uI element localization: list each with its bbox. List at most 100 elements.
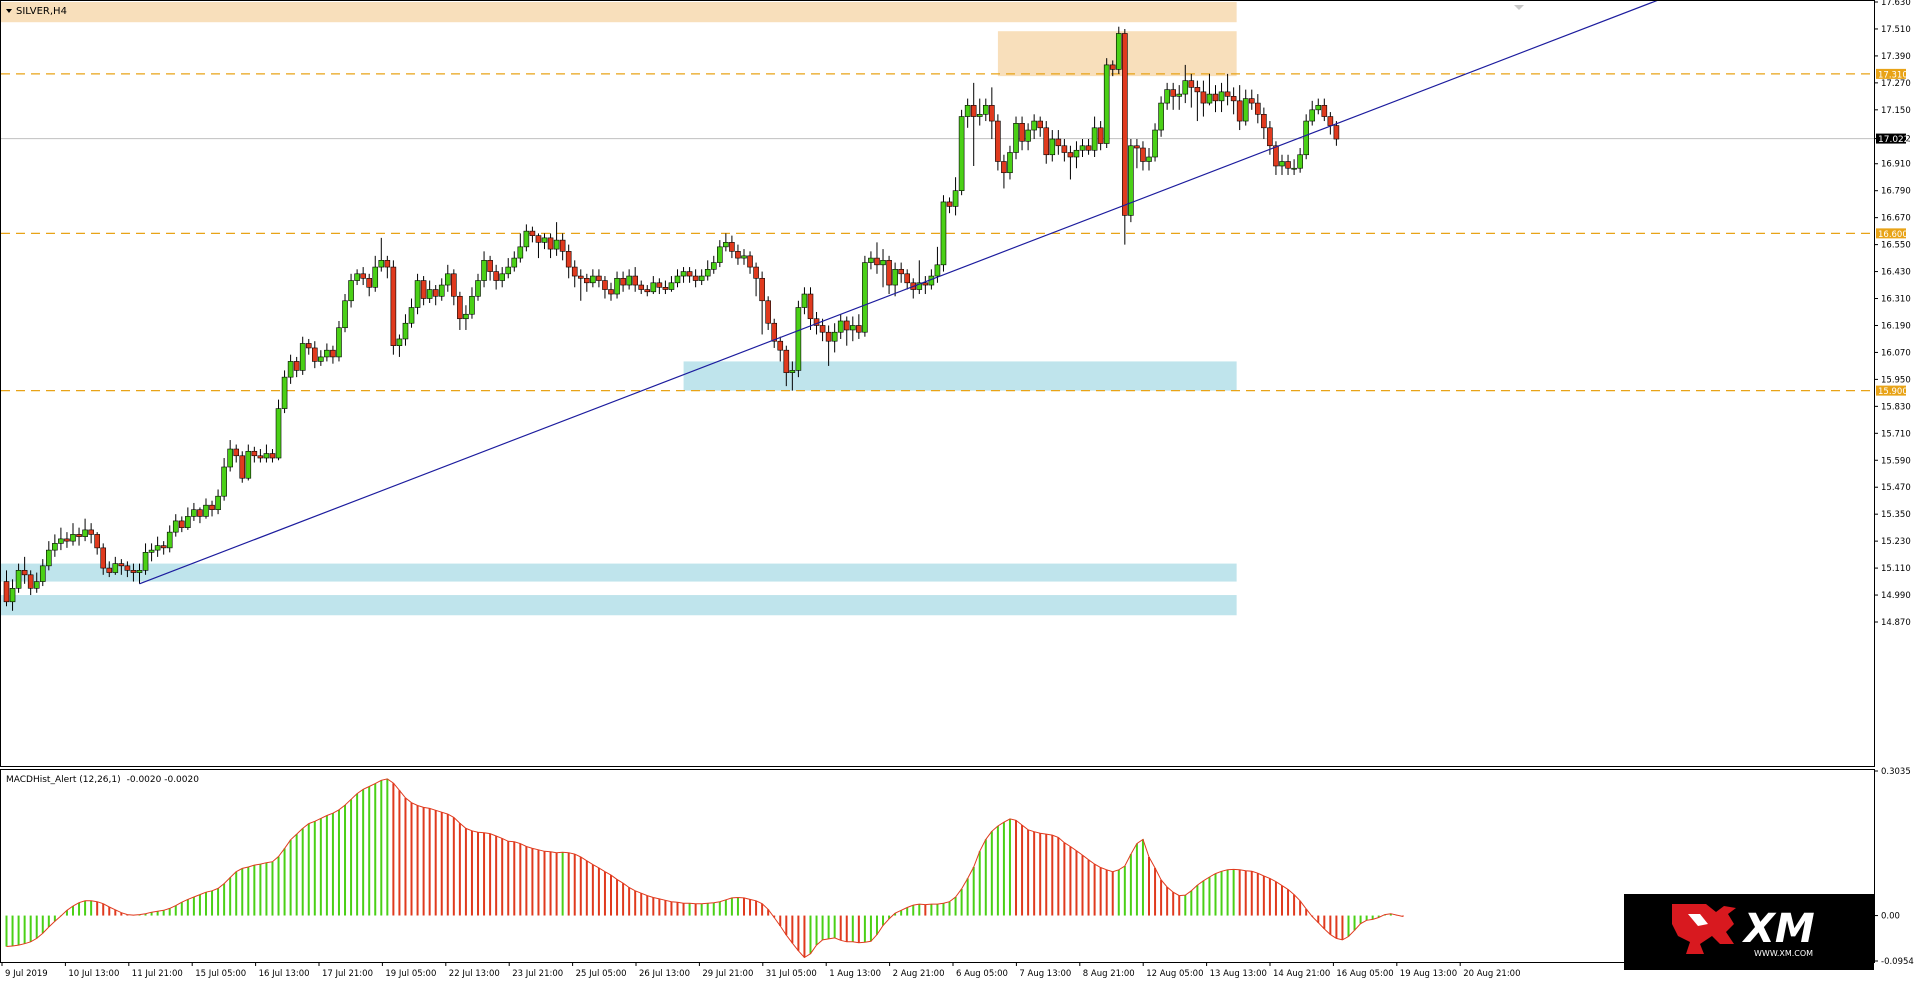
candle: [668, 276, 675, 292]
price-tick-label: 17.390: [1881, 52, 1911, 62]
candle-body-bear: [692, 275, 699, 281]
candle-body-bear: [1097, 127, 1104, 144]
candle-body-bear: [656, 282, 663, 288]
candle-body-bear: [293, 361, 300, 371]
zone-orange[interactable]: [1, 2, 1237, 23]
candle: [444, 264, 451, 292]
macd-histogram: [5, 778, 1404, 958]
candle: [995, 114, 1001, 171]
candle-body-bull: [475, 280, 481, 297]
price-tick-label: 15.590: [1881, 456, 1911, 466]
time-tick-label: 9 Jul 2019: [5, 969, 48, 979]
candle: [898, 262, 904, 283]
candle: [463, 305, 469, 330]
candle-body-bear: [209, 504, 215, 510]
candle-body-bear: [825, 331, 832, 342]
candle-body-bull: [58, 538, 64, 544]
candle-body-bear: [233, 448, 240, 457]
candle-body-bull: [463, 313, 469, 320]
candle: [1085, 139, 1092, 155]
candle-body-bear: [493, 271, 499, 281]
indicator-name: MACDHist_Alert (12,26,1): [6, 775, 121, 785]
indicator-tick-label: 0.3035: [1881, 767, 1911, 777]
candle-body-bull: [426, 289, 433, 299]
candle: [118, 559, 125, 575]
time-tick-label: 14 Aug 21:00: [1273, 969, 1330, 979]
level-labels: 17.310 16.600 15.900: [1876, 68, 1908, 397]
candle-body-bear: [571, 266, 578, 277]
candle: [58, 527, 64, 551]
candle: [807, 287, 814, 330]
candle-body-bull: [142, 552, 149, 571]
candle: [741, 249, 747, 265]
candle: [221, 458, 227, 501]
candle-body-bull: [680, 271, 687, 277]
candle-body-bear: [1236, 100, 1243, 122]
time-tick-label: 13 Aug 13:00: [1210, 969, 1267, 979]
candle-body-bear: [783, 349, 790, 373]
candle: [1019, 116, 1025, 151]
indicator-tick-label: 0.00: [1881, 912, 1900, 922]
candle: [76, 527, 82, 546]
candle-body-bear: [1321, 105, 1328, 117]
candle: [946, 197, 953, 214]
candle: [849, 316, 856, 342]
candle-body-bear: [311, 347, 318, 362]
candle: [1091, 116, 1098, 157]
candle-body-bear: [1055, 138, 1062, 147]
candle: [52, 534, 58, 557]
time-tick-label: 12 Aug 05:00: [1146, 969, 1203, 979]
chart-shift-marker-icon[interactable]: [1514, 5, 1524, 10]
candle-body-bull: [318, 356, 324, 362]
candle: [239, 451, 246, 483]
candle: [1194, 80, 1201, 122]
candle: [33, 572, 40, 593]
candle-body-bear: [94, 534, 100, 549]
candle-body-bear: [753, 266, 759, 279]
candle-body-bear: [1212, 93, 1219, 102]
candle: [251, 446, 258, 463]
candle-body-bull: [698, 275, 705, 281]
chart-menu-triangle-icon[interactable]: [6, 9, 12, 13]
candle: [154, 536, 161, 557]
candle: [843, 316, 850, 346]
candle-body-bull: [1128, 145, 1134, 216]
candle: [142, 543, 149, 575]
candle: [1109, 60, 1116, 77]
zone-blue[interactable]: [683, 361, 1237, 391]
candle-body-bull: [650, 282, 657, 293]
trendline[interactable]: [139, 0, 1874, 585]
candle: [1007, 145, 1013, 180]
candle: [1291, 159, 1297, 175]
candle: [1031, 114, 1037, 140]
candle: [656, 278, 663, 295]
candle: [723, 233, 729, 252]
candle: [970, 82, 977, 166]
time-tick-label: 25 Jul 05:00: [576, 969, 627, 979]
candle: [1303, 114, 1309, 160]
candle: [892, 262, 898, 297]
candle: [311, 341, 318, 369]
candle-body-bull: [1158, 102, 1164, 131]
candle: [426, 280, 433, 304]
price-panel[interactable]: [1, 0, 1874, 616]
time-tick-label: 10 Jul 13:00: [68, 969, 119, 979]
candle: [886, 255, 892, 295]
zone-blue[interactable]: [1, 595, 1237, 616]
candle: [1230, 87, 1237, 115]
candle: [390, 260, 397, 355]
candle-body-bear: [765, 300, 771, 324]
candle-body-bull: [39, 565, 46, 582]
indicator-panel[interactable]: [5, 778, 1404, 959]
candle-body-bull: [1152, 129, 1158, 158]
time-axis: 9 Jul 2019 10 Jul 13:00 11 Jul 21:00 15 Jul…: [1, 962, 1521, 979]
candle-body-bull: [831, 331, 838, 342]
zone-blue[interactable]: [1, 563, 1237, 582]
candle-body-bull: [801, 293, 808, 308]
candle: [366, 273, 373, 297]
candle-body-bear: [1327, 116, 1334, 126]
candle-body-bull: [523, 230, 530, 248]
candle: [686, 267, 693, 283]
candle-body-bear: [197, 509, 203, 517]
